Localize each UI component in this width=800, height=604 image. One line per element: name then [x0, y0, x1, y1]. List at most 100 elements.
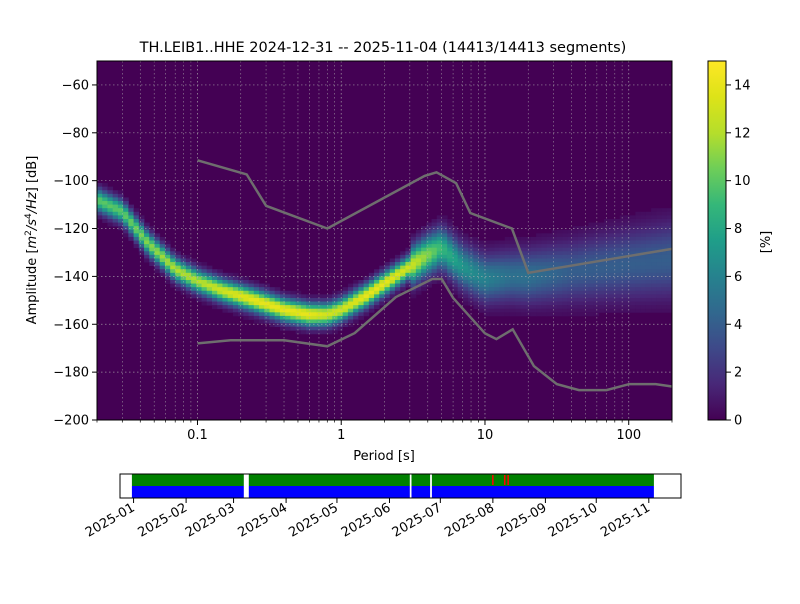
heatmap-cell — [269, 308, 276, 313]
date-tick-label: 2025-05 — [286, 500, 341, 540]
heatmap-cell — [410, 262, 417, 267]
heatmap-cell — [504, 258, 511, 263]
heatmap-cell — [624, 222, 631, 227]
heatmap-cell — [598, 222, 605, 227]
coverage-timeline: 2025-012025-022025-032025-042025-052025-… — [83, 473, 682, 541]
heatmap-cell — [462, 290, 469, 295]
heatmap-cell — [274, 290, 281, 295]
heatmap-cell — [379, 272, 385, 277]
heatmap-cell — [536, 276, 542, 281]
heatmap-cell — [598, 269, 605, 274]
heatmap-cell — [473, 290, 479, 295]
heatmap-cell — [588, 297, 594, 302]
heatmap-cell — [483, 272, 490, 277]
heatmap-cell — [609, 276, 615, 281]
heatmap-cell — [494, 279, 500, 284]
heatmap-cell — [332, 301, 338, 306]
heatmap-cell — [661, 236, 668, 241]
heatmap-cell — [473, 272, 479, 277]
heatmap-cell — [196, 265, 202, 270]
heatmap-cell — [572, 229, 579, 234]
heatmap-cell — [394, 287, 401, 292]
heatmap-cell — [300, 305, 307, 310]
heatmap-cell — [410, 247, 417, 252]
heatmap-cell — [635, 305, 642, 310]
heatmap-cell — [248, 308, 255, 313]
heatmap-cell — [630, 297, 636, 302]
heatmap-cell — [520, 276, 527, 281]
y-axis-label: Amplitude [m2/s4/Hz] [dB] — [24, 156, 40, 325]
heatmap-cell — [196, 262, 202, 267]
heatmap-cell — [577, 240, 584, 245]
heatmap-cell — [604, 247, 610, 252]
heatmap-cell — [661, 276, 668, 281]
heatmap-cell — [222, 297, 229, 302]
heatmap-cell — [259, 290, 265, 295]
heatmap-cell — [593, 236, 600, 241]
heatmap-cell — [478, 283, 485, 288]
heatmap-cell — [593, 276, 600, 281]
heatmap-cell — [604, 236, 610, 241]
heatmap-cell — [656, 240, 662, 245]
heatmap-cell — [149, 254, 155, 259]
heatmap-cell — [144, 258, 150, 263]
heatmap-cell — [436, 279, 443, 284]
heatmap-cell — [635, 279, 642, 284]
heatmap-cell — [154, 244, 161, 249]
heatmap-cell — [133, 218, 140, 223]
heatmap-cell — [191, 294, 197, 299]
heatmap-cell — [515, 312, 521, 317]
heatmap-cell — [640, 244, 647, 249]
heatmap-cell — [640, 218, 647, 223]
heatmap-cell — [353, 287, 359, 292]
heatmap-cell — [651, 301, 657, 306]
heatmap-cell — [630, 305, 636, 310]
heatmap-cell — [107, 193, 114, 198]
heatmap-cell — [227, 290, 234, 295]
heatmap-cell — [175, 254, 182, 259]
heatmap-cell — [630, 251, 636, 256]
heatmap-cell — [520, 265, 527, 270]
heatmap-cell — [609, 308, 615, 313]
heatmap-cell — [557, 283, 563, 288]
heatmap-cell — [640, 226, 647, 231]
heatmap-cell — [504, 312, 511, 317]
heatmap-cell — [509, 254, 516, 259]
heatmap-cell — [656, 236, 662, 241]
heatmap-cell — [442, 262, 448, 267]
heatmap-cell — [468, 258, 474, 263]
heatmap-cell — [593, 308, 600, 313]
heatmap-cell — [619, 276, 626, 281]
heatmap-cell — [635, 240, 642, 245]
heatmap-cell — [112, 204, 119, 209]
heatmap-cell — [217, 290, 223, 295]
heatmap-cell — [468, 236, 474, 241]
heatmap-cell — [656, 283, 662, 288]
heatmap-cell — [645, 236, 652, 241]
heatmap-cell — [635, 301, 642, 306]
heatmap-cell — [598, 262, 605, 267]
heatmap-cell — [630, 218, 636, 223]
heatmap-cell — [133, 229, 140, 234]
heatmap-cell — [494, 240, 500, 245]
heatmap-cell — [238, 294, 244, 299]
colorbar-tick-label: 6 — [734, 270, 742, 285]
heatmap-cell — [640, 279, 647, 284]
heatmap-cell — [593, 312, 600, 317]
heatmap-cell — [238, 305, 244, 310]
heatmap-cell — [520, 287, 527, 292]
heatmap-cell — [651, 290, 657, 295]
heatmap-cell — [206, 272, 213, 277]
heatmap-cell — [562, 308, 568, 313]
heatmap-cell — [327, 297, 333, 302]
heatmap-cell — [185, 262, 192, 267]
heatmap-cell — [421, 244, 427, 249]
heatmap-cell — [598, 283, 605, 288]
heatmap-cell — [337, 315, 344, 320]
heatmap-cell — [248, 294, 255, 299]
heatmap-cell — [588, 233, 594, 238]
heatmap-cell — [332, 297, 338, 302]
heatmap-cell — [598, 226, 605, 231]
heatmap-cell — [562, 283, 568, 288]
